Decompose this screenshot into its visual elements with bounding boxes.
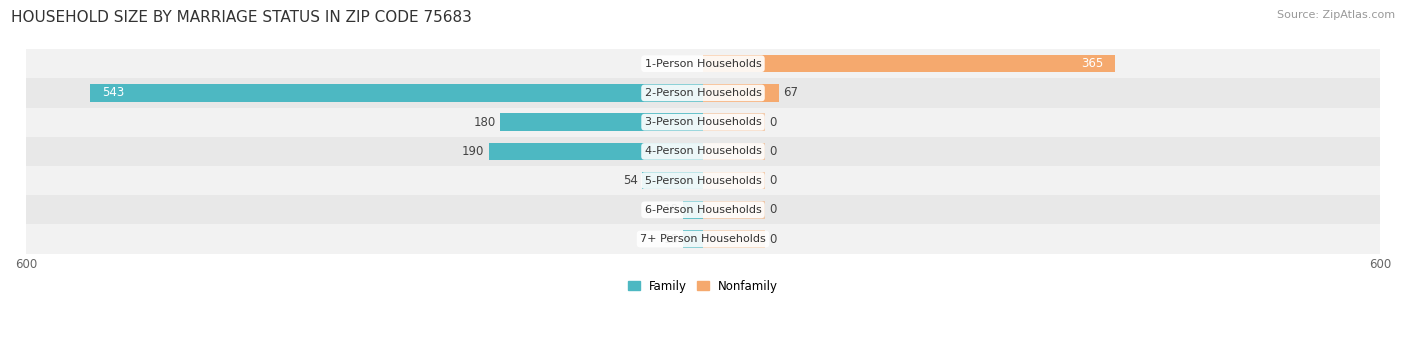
Text: 18: 18 [664,203,678,216]
Bar [703,230,765,248]
Text: 67: 67 [783,86,799,100]
Bar [703,55,1115,73]
Text: 0: 0 [769,203,778,216]
Bar [703,84,779,102]
Bar [27,166,1379,195]
Bar [683,201,703,219]
Text: 1-Person Households: 1-Person Households [644,59,762,69]
Text: 4-Person Households: 4-Person Households [644,146,762,157]
Text: 0: 0 [769,116,778,129]
Text: 0: 0 [769,174,778,187]
Text: HOUSEHOLD SIZE BY MARRIAGE STATUS IN ZIP CODE 75683: HOUSEHOLD SIZE BY MARRIAGE STATUS IN ZIP… [11,10,472,25]
Text: 54: 54 [623,174,637,187]
Text: 0: 0 [769,233,778,246]
Bar [27,137,1379,166]
Bar [703,114,765,131]
Text: 0: 0 [769,145,778,158]
Bar [90,84,703,102]
Text: 18: 18 [664,233,678,246]
Text: 190: 190 [461,145,484,158]
Text: 7+ Person Households: 7+ Person Households [640,234,766,244]
Legend: Family, Nonfamily: Family, Nonfamily [628,280,778,293]
Bar [27,78,1379,107]
Bar [703,201,765,219]
Bar [683,230,703,248]
Bar [501,114,703,131]
Bar [27,107,1379,137]
Text: 5-Person Households: 5-Person Households [644,176,762,186]
Bar [489,143,703,160]
Text: 6-Person Households: 6-Person Households [644,205,762,215]
Text: 543: 543 [101,86,124,100]
Bar [643,172,703,189]
Bar [27,49,1379,78]
Bar [703,143,765,160]
Text: 2-Person Households: 2-Person Households [644,88,762,98]
Text: 3-Person Households: 3-Person Households [644,117,762,127]
Bar [27,224,1379,254]
Text: Source: ZipAtlas.com: Source: ZipAtlas.com [1277,10,1395,20]
Bar [703,172,765,189]
Text: 180: 180 [474,116,495,129]
Bar [27,195,1379,224]
Text: 365: 365 [1081,57,1104,70]
